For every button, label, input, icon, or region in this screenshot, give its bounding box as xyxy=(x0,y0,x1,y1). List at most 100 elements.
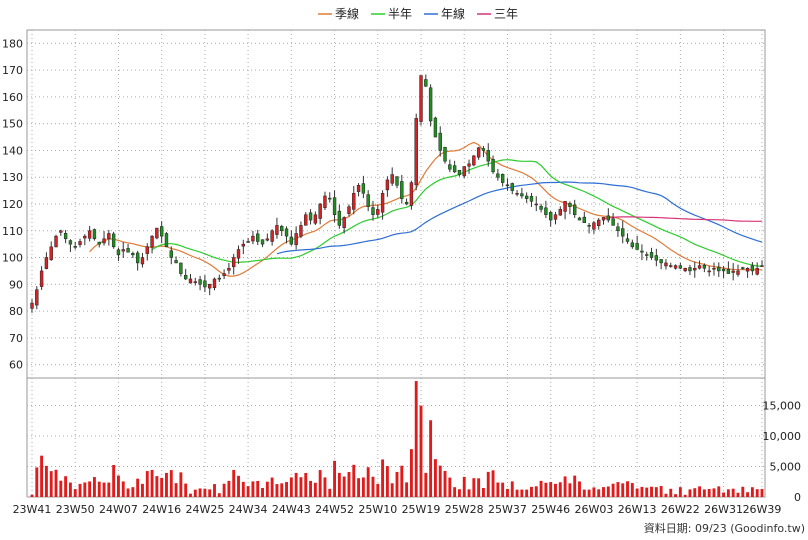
candle-body xyxy=(659,259,663,264)
price-tick-label: 130 xyxy=(2,171,23,184)
volume-bar xyxy=(117,475,120,497)
volume-bar xyxy=(477,478,481,497)
candle-body xyxy=(30,302,34,309)
volume-bar xyxy=(611,483,615,497)
candle-body xyxy=(102,238,106,244)
candle-body xyxy=(741,267,745,269)
x-tick-label: 26W22 xyxy=(661,503,700,516)
volume-bar xyxy=(736,492,740,497)
candle-body xyxy=(750,265,755,272)
volume-bar xyxy=(237,475,240,497)
volume-bar xyxy=(150,469,154,497)
candlestick-series xyxy=(30,74,764,313)
volume-bar xyxy=(323,477,327,497)
ma-line-0 xyxy=(89,141,762,277)
candle-body xyxy=(428,87,433,122)
candle-body xyxy=(188,278,193,284)
candle-body xyxy=(400,181,404,199)
ma-line-3 xyxy=(603,216,763,222)
candle-body xyxy=(371,207,375,215)
candle-body xyxy=(717,266,721,272)
candle-body xyxy=(232,257,236,268)
x-tick-label: 26W39 xyxy=(743,503,782,516)
candle-body xyxy=(78,241,82,245)
candle-body xyxy=(294,233,298,246)
price-tick-label: 150 xyxy=(2,118,23,131)
candle-body xyxy=(54,235,58,248)
x-tick-label: 25W37 xyxy=(488,503,527,516)
candle-body xyxy=(731,270,735,273)
volume-bar xyxy=(390,483,394,497)
candle-body xyxy=(116,249,121,256)
volume-bar xyxy=(702,489,706,497)
volume-bar xyxy=(44,465,48,497)
candle-body xyxy=(678,265,683,269)
candle-body xyxy=(621,228,625,237)
candle-body xyxy=(491,158,495,173)
candle-body xyxy=(524,195,529,199)
volume-bar xyxy=(650,486,653,497)
candle-body xyxy=(260,239,265,245)
candle-body xyxy=(380,193,385,213)
volume-bar xyxy=(222,483,226,497)
volume-bar xyxy=(722,492,726,497)
volume-bar xyxy=(587,489,591,497)
candle-body xyxy=(606,215,611,221)
volume-bar xyxy=(198,488,202,497)
volume-bar xyxy=(506,488,509,497)
volume-bar xyxy=(491,470,495,497)
volume-bar xyxy=(217,493,221,497)
volume-bar xyxy=(746,492,750,497)
candle-body xyxy=(736,270,740,275)
price-tick-label: 180 xyxy=(2,37,23,50)
candle-body xyxy=(275,225,279,235)
candle-body xyxy=(438,132,442,151)
volume-bar xyxy=(443,470,447,497)
volume-bar xyxy=(208,489,212,497)
volume-bar xyxy=(265,481,269,497)
candle-body xyxy=(35,289,39,306)
price-tick-label: 70 xyxy=(9,332,23,345)
price-tick-label: 80 xyxy=(9,305,23,318)
x-tick-label: 24W25 xyxy=(185,503,224,516)
candle-body xyxy=(179,262,183,274)
candle-body xyxy=(169,250,173,258)
volume-bar xyxy=(141,483,144,497)
x-tick-label: 23W50 xyxy=(56,503,95,516)
volume-bar xyxy=(501,482,505,497)
volume-bar xyxy=(573,475,577,497)
volume-bar xyxy=(429,420,433,497)
volume-bars xyxy=(30,381,764,497)
volume-bar xyxy=(520,489,524,497)
candle-body xyxy=(664,262,668,267)
candle-body xyxy=(448,164,452,170)
candle-body xyxy=(342,217,346,228)
candle-body xyxy=(760,265,764,267)
candle-body xyxy=(251,235,255,242)
candle-body xyxy=(280,226,284,232)
volume-bar xyxy=(347,472,351,497)
legend-label-1: 半年 xyxy=(388,7,412,21)
candle-body xyxy=(328,197,332,200)
volume-bar xyxy=(30,494,34,497)
volume-bar xyxy=(563,476,567,497)
volume-bar xyxy=(578,481,581,497)
volume-bar xyxy=(289,477,293,497)
candle-body xyxy=(318,203,322,219)
candle-body xyxy=(395,176,399,186)
candle-body xyxy=(409,182,414,206)
volume-bar xyxy=(136,478,140,497)
volume-bar xyxy=(597,489,601,497)
candle-body xyxy=(443,146,447,162)
volume-bar xyxy=(621,483,625,497)
volume-bar xyxy=(385,466,389,497)
candle-body xyxy=(366,194,370,207)
volume-bar xyxy=(693,488,697,497)
volume-bar xyxy=(712,488,716,497)
volume-bar xyxy=(227,480,231,497)
candle-body xyxy=(654,255,659,261)
candle-body xyxy=(97,241,101,245)
candle-body xyxy=(611,218,615,226)
candle-body xyxy=(640,250,644,253)
volume-bar xyxy=(337,472,341,497)
